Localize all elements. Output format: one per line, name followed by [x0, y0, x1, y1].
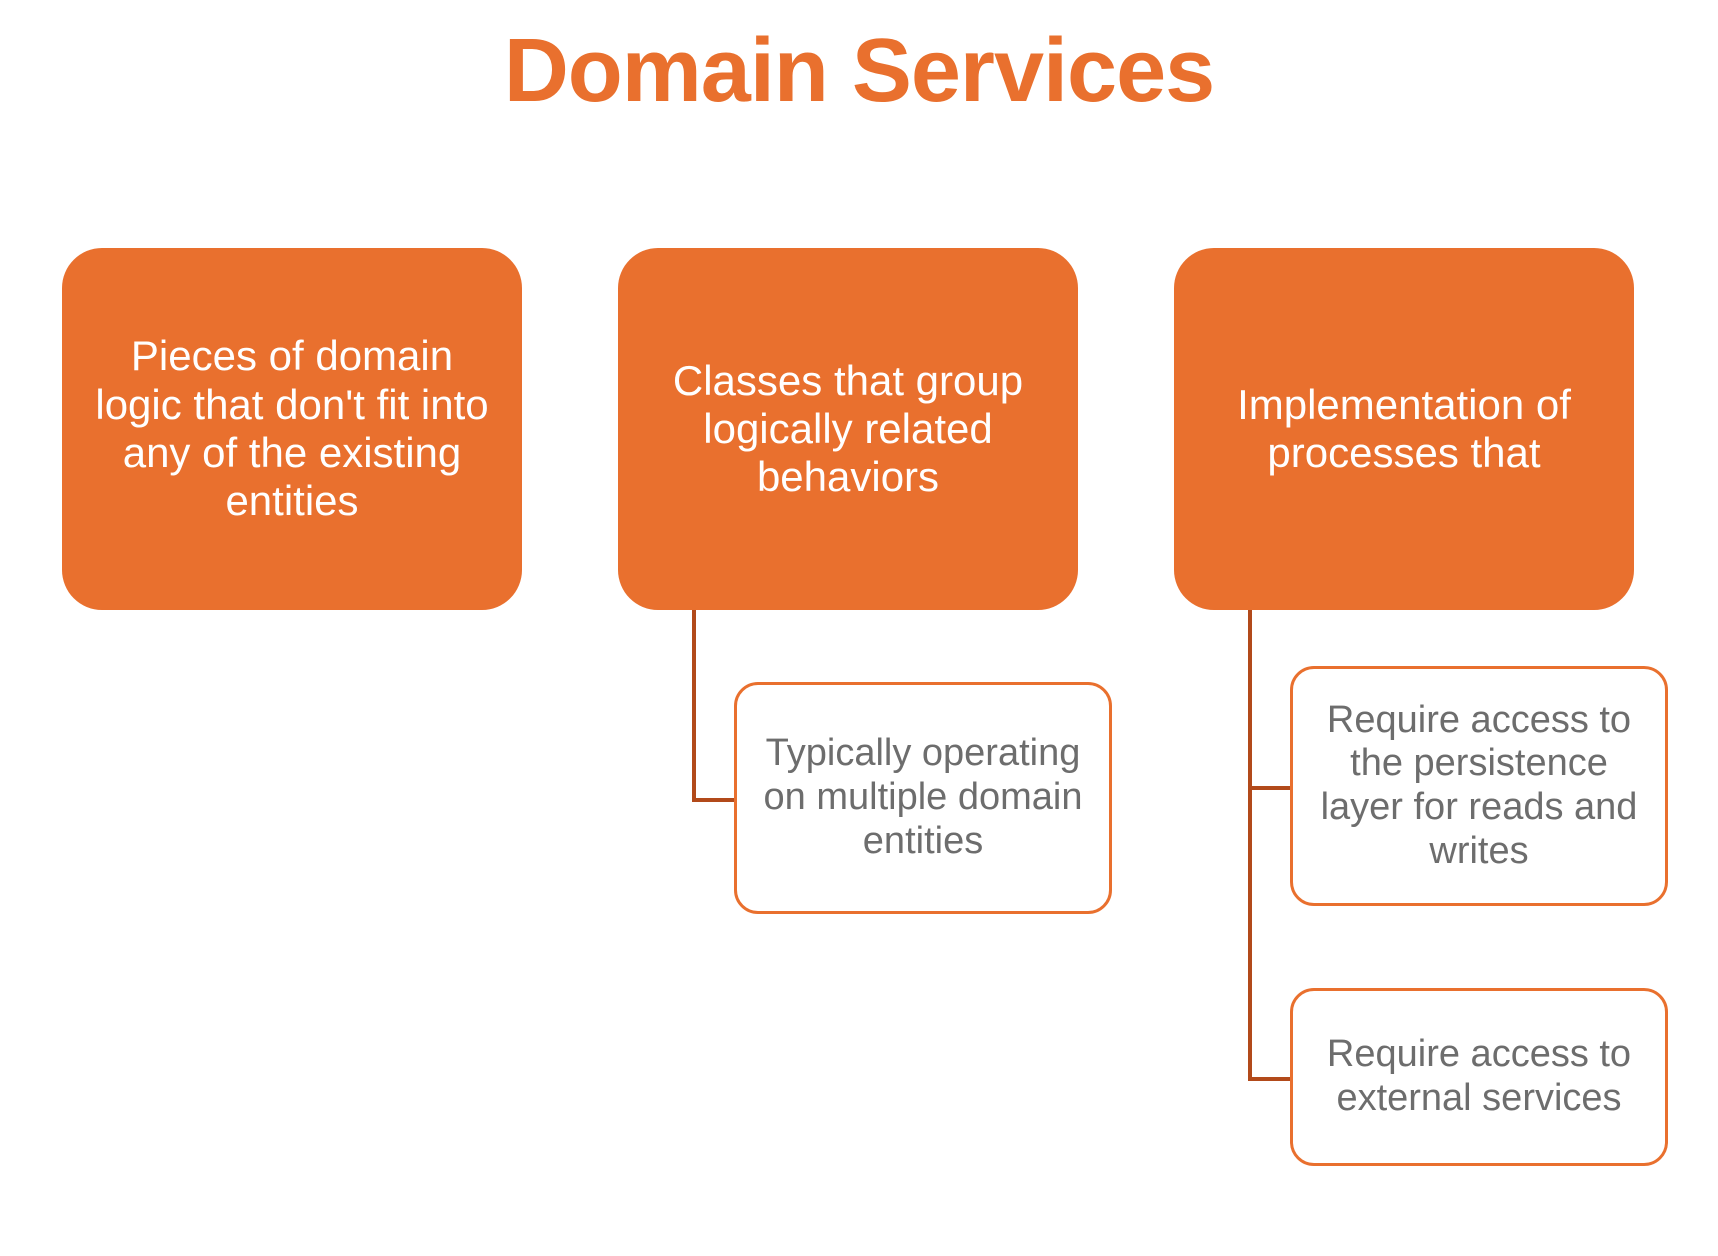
connector-branch-col3-1 [1248, 1077, 1290, 1081]
connector-trunk-col2 [692, 610, 696, 798]
main-box-text: Pieces of domain logic that don't fit in… [92, 332, 492, 525]
child-box-col3-1: Require access to external services [1290, 988, 1668, 1166]
connector-branch-col2-0 [692, 798, 734, 802]
connector-branch-col3-0 [1248, 786, 1290, 790]
child-box-text: Typically operating on multiple domain e… [757, 732, 1089, 863]
main-box-col1: Pieces of domain logic that don't fit in… [62, 248, 522, 610]
connector-trunk-col3 [1248, 610, 1252, 1077]
child-box-text: Require access to external services [1313, 1033, 1645, 1120]
main-box-col2: Classes that group logically related beh… [618, 248, 1078, 610]
child-box-col3-0: Require access to the persistence layer … [1290, 666, 1668, 906]
child-box-col2-0: Typically operating on multiple domain e… [734, 682, 1112, 914]
slide-title: Domain Services [0, 20, 1718, 123]
main-box-text: Classes that group logically related beh… [648, 357, 1048, 502]
child-box-text: Require access to the persistence layer … [1313, 699, 1645, 874]
main-box-col3: Implementation of processes that [1174, 248, 1634, 610]
main-box-text: Implementation of processes that [1204, 381, 1604, 478]
